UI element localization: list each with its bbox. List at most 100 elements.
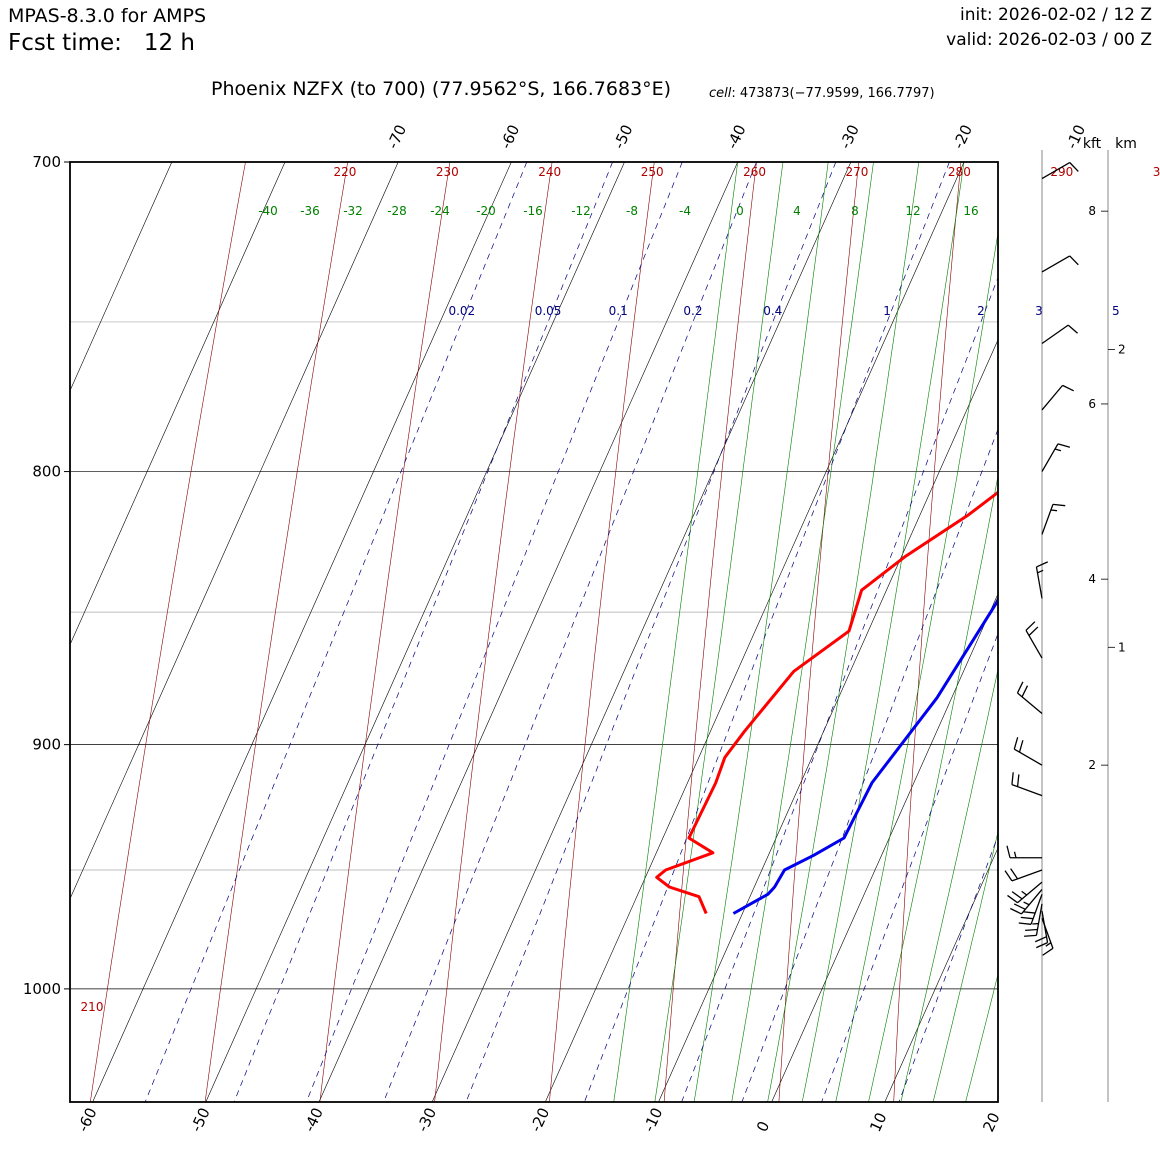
wind-barb bbox=[1035, 561, 1049, 599]
dry-adiabat-label: 250 bbox=[641, 165, 664, 179]
mixing-ratio-line bbox=[233, 162, 613, 1102]
wind-barb-shaft bbox=[1011, 869, 1043, 882]
wind-barb bbox=[1041, 255, 1079, 273]
isotherm-line bbox=[318, 162, 738, 1102]
wind-barb-flag bbox=[1013, 737, 1019, 750]
wind-barb-flag bbox=[1035, 942, 1048, 949]
moist-adiabat-label: 4 bbox=[793, 204, 801, 218]
wind-barb-shaft bbox=[1041, 443, 1059, 472]
model-title: MPAS-8.3.0 for AMPS bbox=[8, 5, 207, 27]
moist-adiabat-line bbox=[1067, 162, 1160, 1102]
top-temp-label: -20 bbox=[949, 122, 976, 152]
mixing-ratio-line bbox=[584, 162, 950, 1102]
mixing-ratio-line bbox=[898, 834, 998, 1102]
temperature-trace bbox=[655, 490, 998, 915]
mixing-ratio-line bbox=[383, 162, 757, 1102]
dry-adiabat-label: 240 bbox=[538, 165, 561, 179]
moist-adiabat-label: -8 bbox=[626, 204, 638, 218]
moist-adiabat-line bbox=[965, 972, 998, 1102]
wind-barb-shaft bbox=[1017, 692, 1043, 715]
wind-barb-flag bbox=[1021, 685, 1029, 698]
wind-barb-half-flag bbox=[1013, 851, 1017, 858]
isotherm-line bbox=[771, 593, 998, 1102]
dry-adiabat-line bbox=[319, 162, 451, 1102]
pressure-tick-label: 1000 bbox=[23, 980, 61, 998]
dry-adiabat-label: 210 bbox=[81, 1000, 104, 1014]
mixing-ratio-line bbox=[144, 162, 528, 1102]
dry-adiabat-line bbox=[893, 162, 962, 1102]
moist-adiabat-label: -12 bbox=[571, 204, 591, 218]
moist-adiabat-label: 16 bbox=[963, 204, 978, 218]
wind-barb-half-flag bbox=[1054, 448, 1062, 452]
wind-barb-flag bbox=[1022, 911, 1036, 914]
dry-adiabat-line bbox=[1123, 162, 1160, 1102]
wind-barb bbox=[1041, 443, 1071, 472]
wind-barb bbox=[1041, 161, 1079, 180]
wind-barb-shaft bbox=[1011, 784, 1043, 797]
wind-barb-flag bbox=[1025, 928, 1038, 932]
bottom-temp-label: -20 bbox=[527, 1105, 554, 1135]
wind-barb-flag bbox=[1010, 868, 1019, 880]
moist-adiabat-line bbox=[654, 162, 784, 1102]
wind-barb-shaft bbox=[1041, 255, 1071, 273]
dry-adiabat-line bbox=[204, 162, 348, 1102]
wind-barb-shaft bbox=[1041, 504, 1054, 535]
dry-adiabat-line bbox=[549, 162, 655, 1102]
dry-adiabat-label: 220 bbox=[333, 165, 356, 179]
wind-barb-flag bbox=[1036, 561, 1049, 568]
wind-barb-flag bbox=[1067, 324, 1078, 334]
wind-barb-flag bbox=[1010, 907, 1022, 915]
moist-adiabat-line bbox=[900, 667, 998, 1102]
dry-adiabat-line bbox=[434, 162, 553, 1102]
wind-barb-flag bbox=[1052, 503, 1066, 507]
wind-barb-flag bbox=[1057, 443, 1071, 448]
mixing-ratio-label: 0.05 bbox=[535, 304, 562, 318]
wind-barb-flag bbox=[1020, 916, 1034, 920]
moist-adiabat-label: 12 bbox=[905, 204, 920, 218]
wind-barb bbox=[1006, 845, 1042, 859]
dry-adiabat-line bbox=[90, 162, 246, 1102]
wind-barb-shaft bbox=[1025, 629, 1043, 659]
bottom-temp-label: -10 bbox=[640, 1105, 667, 1135]
isotherm-line bbox=[0, 162, 59, 1102]
top-temp-label: -50 bbox=[610, 122, 637, 152]
cell-info: cell: 473873(−77.9599, 166.7797) bbox=[709, 86, 935, 101]
moist-adiabat-line bbox=[1103, 162, 1160, 1102]
wind-barb-flag bbox=[1062, 384, 1074, 392]
mixing-ratio-label: 0.4 bbox=[763, 304, 782, 318]
isotherm-line bbox=[70, 162, 173, 392]
moist-adiabat-line bbox=[835, 230, 998, 1102]
mixing-ratio-label: 3 bbox=[1035, 304, 1043, 318]
km-tick-label: 2 bbox=[1118, 343, 1126, 357]
wind-barb-half-flag bbox=[1050, 509, 1058, 512]
wind-barb-shaft bbox=[1041, 161, 1071, 180]
moist-adiabat-label: -28 bbox=[387, 204, 407, 218]
top-temp-label: -60 bbox=[497, 122, 524, 152]
wind-barb-flag bbox=[1016, 774, 1020, 787]
wind-barb-flag bbox=[1028, 626, 1039, 636]
moist-adiabat-label: 0 bbox=[736, 204, 744, 218]
wind-barb bbox=[1011, 772, 1043, 797]
moist-adiabat-label: -4 bbox=[679, 204, 691, 218]
init-time: init: 2026-02-02 / 12 Z bbox=[959, 5, 1152, 25]
isotherm-line bbox=[545, 162, 965, 1102]
mixing-ratio-line bbox=[741, 428, 998, 1102]
mixing-ratio-label: 0.2 bbox=[683, 304, 702, 318]
dewpoint-trace bbox=[732, 596, 998, 915]
isotherm-line bbox=[997, 1101, 998, 1102]
moist-adiabat-line bbox=[932, 830, 998, 1102]
moist-adiabat-label: -16 bbox=[523, 204, 543, 218]
valid-time: valid: 2026-02-03 / 00 Z bbox=[946, 30, 1152, 50]
bottom-temp-label: 10 bbox=[866, 1110, 890, 1135]
isotherm-line bbox=[92, 162, 512, 1102]
top-temp-label: -40 bbox=[723, 122, 750, 152]
wind-barb-flag bbox=[1013, 903, 1026, 910]
wind-barb-shaft bbox=[1041, 324, 1069, 345]
moist-adiabat-line bbox=[801, 162, 965, 1102]
bottom-temp-label: 20 bbox=[979, 1110, 1003, 1135]
moist-adiabat-label: -20 bbox=[476, 204, 496, 218]
wind-barb bbox=[1004, 868, 1043, 882]
wind-barb-flag bbox=[1034, 936, 1047, 943]
mixing-ratio-line bbox=[306, 162, 683, 1102]
